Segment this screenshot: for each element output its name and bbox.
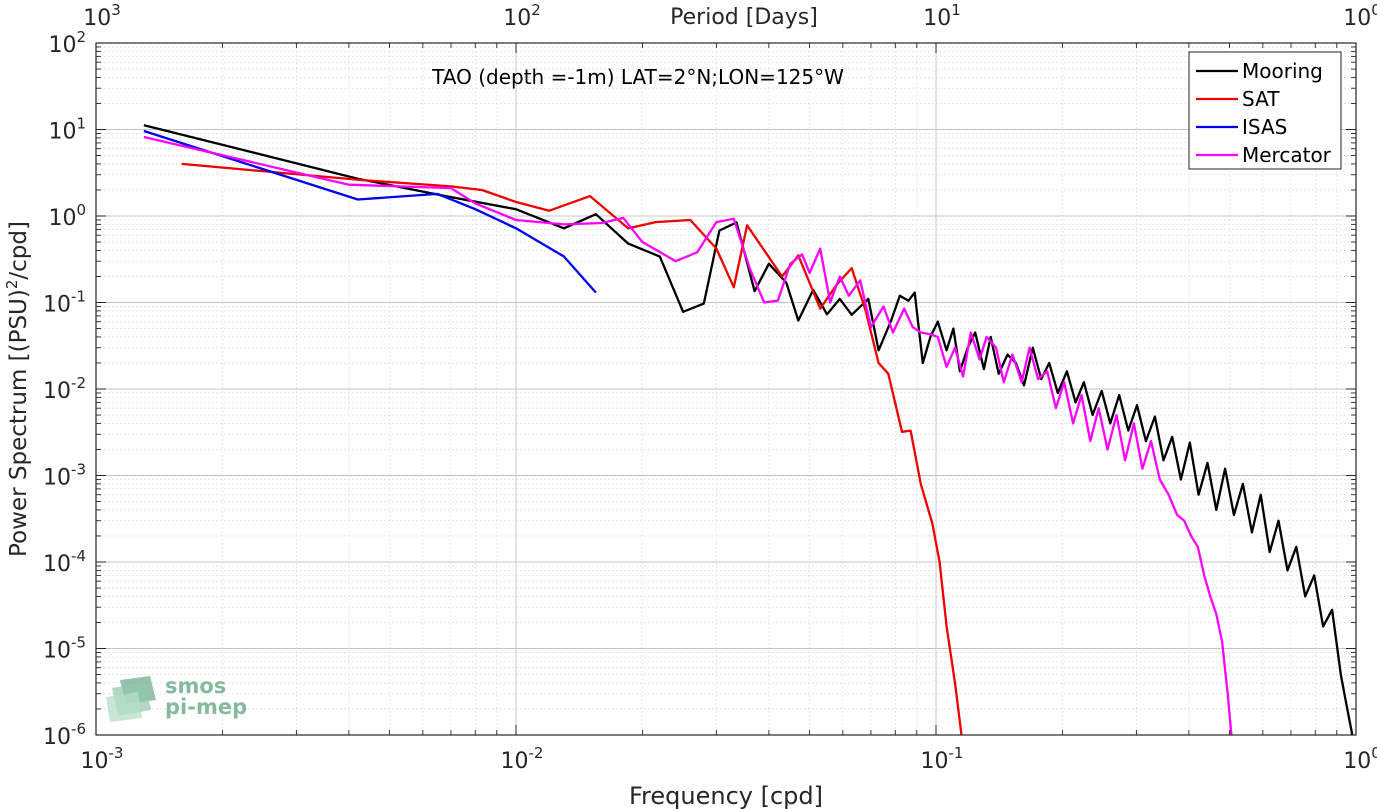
x-tick-label-base: 10	[921, 749, 949, 774]
top-tick-label: 100	[1343, 1, 1377, 31]
y-tick-label-base: 10	[43, 639, 71, 664]
watermark-line1: smos	[165, 674, 226, 698]
y-tick-label: 10-5	[43, 634, 86, 664]
y-tick-label: 101	[48, 115, 86, 145]
y-tick-label-exponent: 2	[76, 28, 86, 46]
series-line-mercator	[143, 135, 1233, 736]
legend-label-sat: SAT	[1242, 87, 1280, 111]
y-tick-label-exponent: -5	[71, 634, 86, 652]
top-tick-label-exponent: 0	[1371, 1, 1377, 19]
x-tick-label-exponent: 0	[1371, 744, 1377, 762]
x-tick-labels: 10-3 10-2 10-1 100	[81, 744, 1377, 774]
y-tick-label-exponent: -4	[71, 547, 86, 565]
legend-label-mooring: Mooring	[1242, 59, 1323, 83]
y-tick-label-exponent: -6	[71, 720, 86, 738]
chart-title: TAO (depth =-1m) LAT=2°N;LON=125°W	[431, 65, 844, 89]
top-tick-label-exponent: 2	[531, 1, 541, 19]
y-tick-label-base: 10	[48, 206, 76, 231]
x-tick-label-base: 10	[501, 749, 529, 774]
y-tick-label-base: 10	[48, 33, 76, 58]
y-tick-label-base: 10	[43, 379, 71, 404]
y-axis-label-main: Power Spectrum [(PSU)	[6, 289, 32, 557]
legend-label-mercator: Mercator	[1242, 143, 1332, 167]
tick-marks	[95, 42, 1357, 736]
y-axis-label-tail: /cpd]	[6, 221, 32, 280]
x-tick-label-base: 10	[81, 749, 109, 774]
y-tick-label: 10-2	[43, 374, 86, 404]
y-tick-label-exponent: -2	[71, 374, 86, 392]
y-axis-label: Power Spectrum [(PSU)2/cpd]	[3, 221, 32, 557]
x-tick-label-exponent: -1	[949, 744, 964, 762]
smos-logo-icon	[106, 676, 156, 722]
top-tick-label-exponent: 1	[951, 1, 961, 19]
y-tick-label-exponent: -1	[71, 288, 86, 306]
y-tick-label-base: 10	[43, 293, 71, 318]
top-tick-label: 102	[503, 1, 541, 31]
legend-label-isas: ISAS	[1242, 115, 1287, 139]
top-tick-label-base: 10	[923, 6, 951, 31]
y-tick-label: 10-6	[43, 720, 86, 750]
top-tick-label-exponent: 3	[111, 1, 121, 19]
y-tick-label-exponent: 1	[76, 115, 86, 133]
y-tick-label-exponent: 0	[76, 201, 86, 219]
y-tick-label-base: 10	[48, 120, 76, 145]
top-axis-label: Period [Days]	[670, 5, 818, 30]
y-axis-label-superscript: 2	[3, 280, 21, 290]
y-tick-label: 10-4	[43, 547, 86, 577]
top-tick-label: 103	[83, 1, 121, 31]
y-tick-label-base: 10	[43, 552, 71, 577]
x-axis-label: Frequency [cpd]	[629, 782, 823, 809]
x-tick-label-base: 10	[1343, 749, 1371, 774]
y-tick-label: 10-3	[43, 461, 86, 491]
series-line-isas	[143, 129, 597, 294]
x-tick-label-exponent: -2	[529, 744, 544, 762]
series-line-mooring	[143, 124, 1354, 736]
watermark-line2: pi-mep	[165, 695, 247, 719]
top-period-tick-labels: 103 102 101 100	[83, 1, 1377, 31]
top-tick-label-base: 10	[503, 6, 531, 31]
top-tick-label-base: 10	[1343, 6, 1371, 31]
y-tick-label: 10-1	[43, 288, 86, 318]
x-tick-label: 10-1	[921, 744, 964, 774]
x-tick-label: 10-2	[501, 744, 544, 774]
grid-lines	[95, 42, 1357, 736]
y-tick-label-base: 10	[43, 466, 71, 491]
x-tick-label: 10-3	[81, 744, 124, 774]
y-tick-label: 100	[48, 201, 86, 231]
x-tick-label: 100	[1343, 744, 1377, 774]
y-tick-label-exponent: -3	[71, 461, 86, 479]
series-layer	[143, 124, 1354, 736]
top-tick-label: 101	[923, 1, 961, 31]
smos-pi-mep-watermark: smos pi-mep	[106, 674, 247, 722]
legend: Mooring SAT ISAS Mercator	[1188, 51, 1342, 170]
x-tick-label-exponent: -3	[109, 744, 124, 762]
series-line-sat	[181, 162, 963, 736]
y-tick-label-base: 10	[43, 725, 71, 750]
y-tick-label: 102	[48, 28, 86, 58]
top-tick-label-base: 10	[83, 6, 111, 31]
